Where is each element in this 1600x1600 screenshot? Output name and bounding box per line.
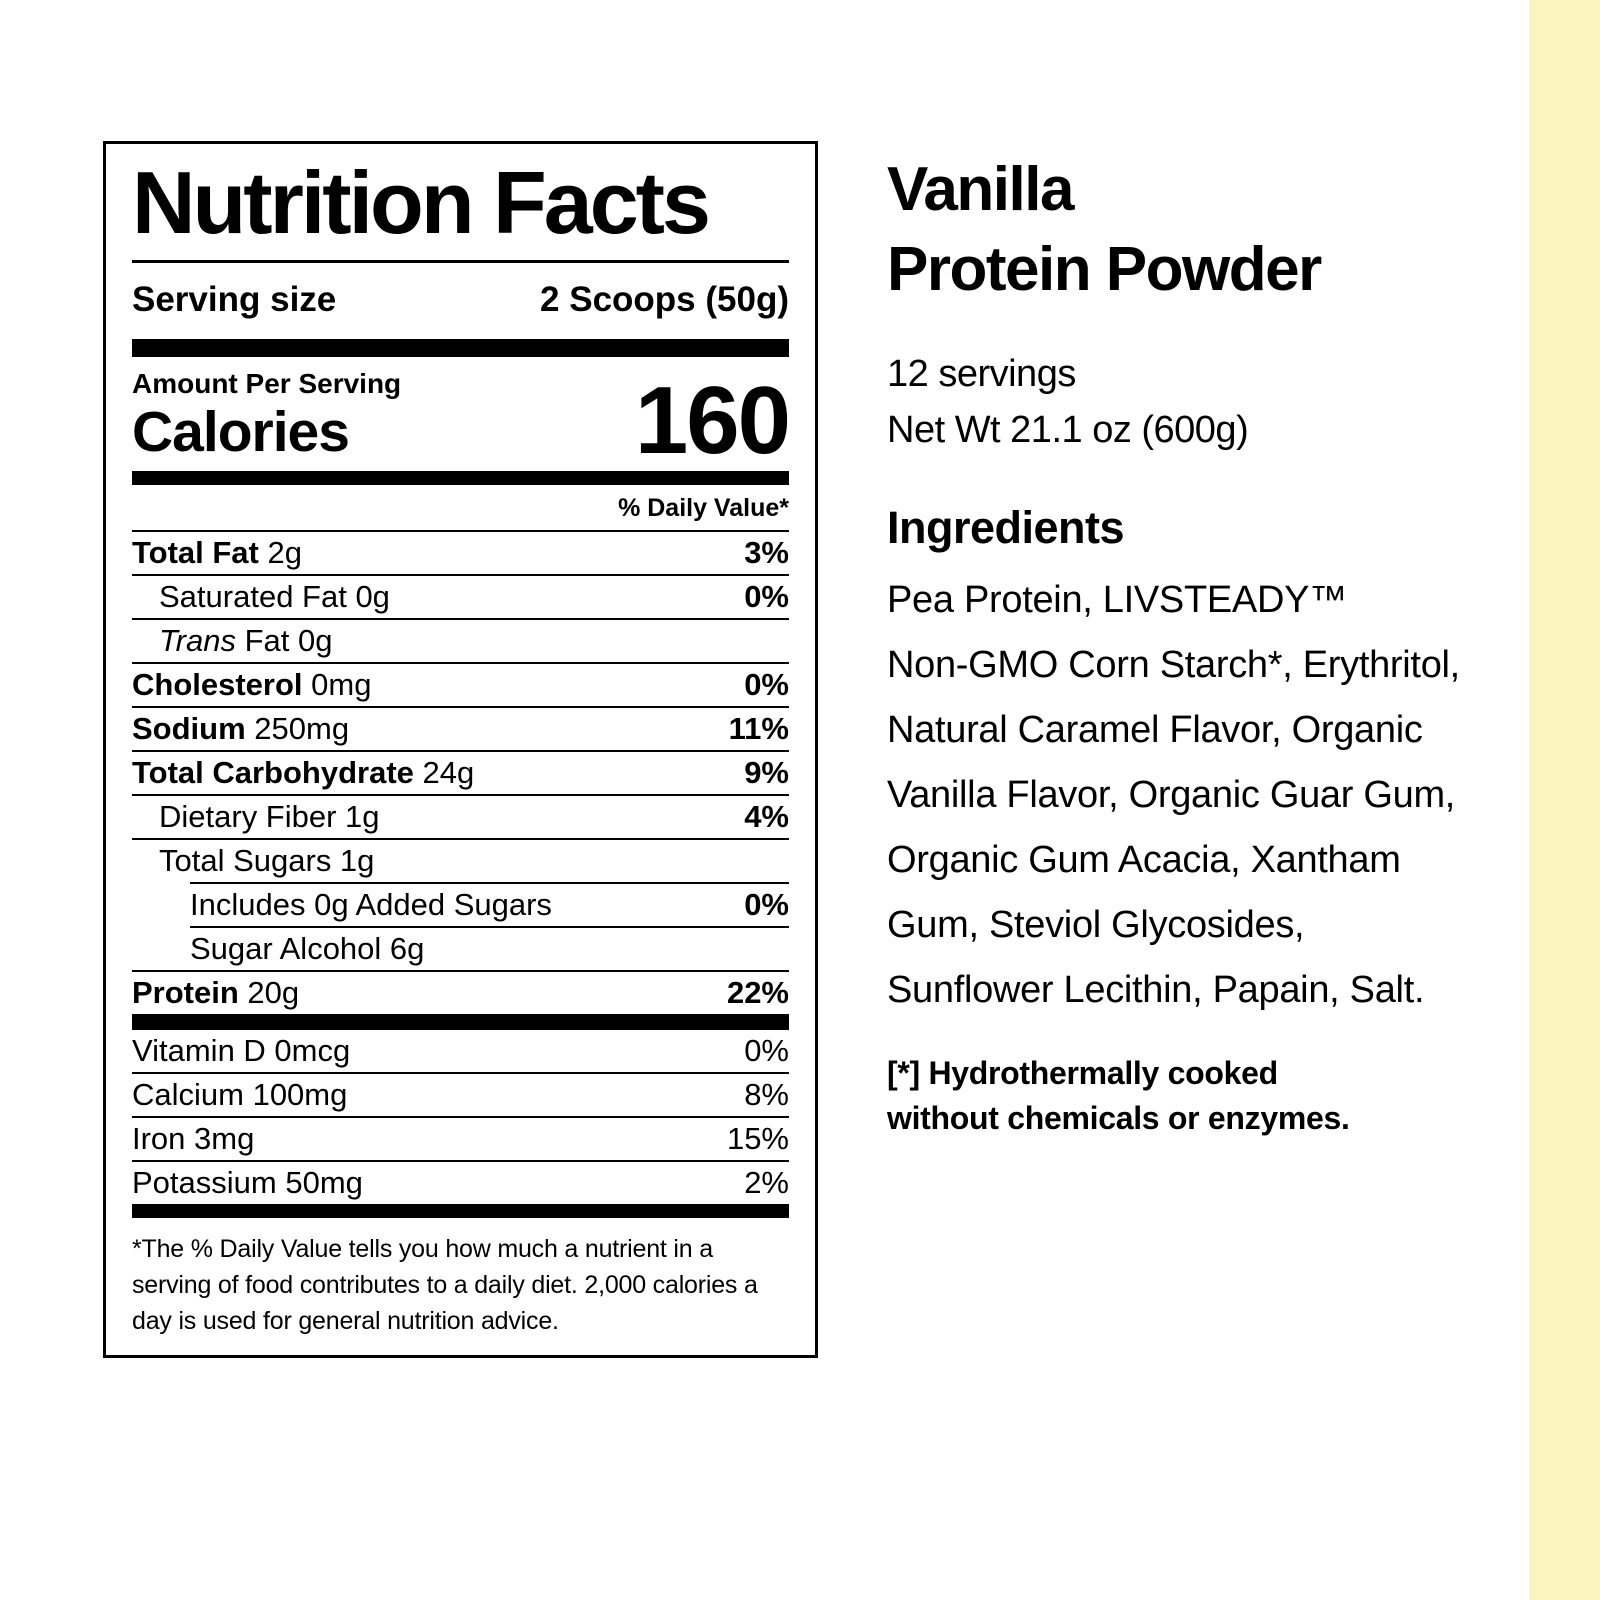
- medium-bar-bottom: [132, 1204, 789, 1218]
- accent-stripe: [1529, 0, 1600, 1600]
- product-title: Vanilla Protein Powder: [887, 150, 1532, 310]
- nutrition-row: Total Carbohydrate 24g 9%: [132, 750, 789, 794]
- title-rule: [132, 260, 789, 263]
- ingredient-line: Natural Caramel Flavor, Organic: [887, 709, 1423, 751]
- ingredient-line: Non-GMO Corn Starch*, Erythritol,: [887, 644, 1460, 686]
- serving-size-label: Serving size: [132, 280, 337, 319]
- nutrition-row: Includes 0g Added Sugars 0%: [190, 882, 789, 926]
- ingredient-line: Sunflower Lecithin, Papain, Salt.: [887, 969, 1425, 1011]
- product-meta: 12 servings Net Wt 21.1 oz (600g): [887, 346, 1532, 458]
- row-name: Protein 20g: [132, 975, 300, 1010]
- product-title-line1: Vanilla: [887, 155, 1074, 224]
- row-name: Iron 3mg: [132, 1121, 255, 1156]
- calories-value: 160: [634, 367, 791, 474]
- calories-section: Amount Per Serving Calories 160: [132, 357, 791, 474]
- nutrition-row: Protein 20g 22%: [132, 970, 789, 1014]
- row-name: Dietary Fiber 1g: [159, 799, 380, 834]
- row-name: Total Fat 2g: [132, 535, 302, 570]
- nutrition-row: Iron 3mg 15%: [132, 1116, 789, 1160]
- row-percent: 15%: [726, 1121, 789, 1156]
- row-percent: 3%: [744, 535, 789, 570]
- row-percent: 22%: [726, 975, 789, 1010]
- nutrition-row: Trans Fat 0g: [132, 618, 789, 662]
- row-name: Cholesterol 0mg: [132, 667, 372, 702]
- row-percent: 9%: [744, 755, 789, 790]
- nutrition-row: Saturated Fat 0g 0%: [132, 574, 789, 618]
- row-name: Sugar Alcohol 6g: [190, 931, 425, 966]
- ingredient-line: Pea Protein, LIVSTEADY™: [887, 579, 1347, 621]
- row-name: Calcium 100mg: [132, 1077, 348, 1112]
- product-footnote-line2: without chemicals or enzymes.: [887, 1100, 1350, 1136]
- calories-left: Amount Per Serving Calories: [132, 367, 401, 463]
- daily-value-footnote: *The % Daily Value tells you how much a …: [132, 1235, 758, 1335]
- row-name: Total Sugars 1g: [159, 843, 375, 878]
- ingredients-heading: Ingredients: [887, 502, 1125, 553]
- ingredient-line: Vanilla Flavor, Organic Guar Gum,: [887, 774, 1456, 816]
- row-name: Vitamin D 0mcg: [132, 1033, 351, 1068]
- nutrition-row: Calcium 100mg 8%: [132, 1072, 789, 1116]
- net-weight: Net Wt 21.1 oz (600g): [887, 409, 1249, 451]
- row-percent: 2%: [744, 1165, 789, 1200]
- ingredients-list: Pea Protein, LIVSTEADY™ Non-GMO Corn Star…: [887, 568, 1532, 1023]
- nutrition-row: Total Fat 2g 3%: [132, 530, 789, 574]
- product-title-line2: Protein Powder: [887, 235, 1322, 304]
- nutrition-row: Dietary Fiber 1g 4%: [132, 794, 789, 838]
- nutrition-facts-panel: Nutrition Facts Serving size 2 Scoops (5…: [103, 141, 818, 1358]
- thick-bar-protein: [132, 1014, 789, 1030]
- row-name: Sodium 250mg: [132, 711, 350, 746]
- row-percent: 0%: [744, 667, 789, 702]
- nutrition-row: Sodium 250mg 11%: [132, 706, 789, 750]
- serving-size-row: Serving size 2 Scoops (50g): [132, 263, 789, 339]
- row-name: Saturated Fat 0g: [159, 579, 390, 614]
- row-percent: 4%: [744, 799, 789, 834]
- row-name: Total Carbohydrate 24g: [132, 755, 475, 790]
- row-name: Trans Fat 0g: [159, 623, 333, 658]
- product-footnote-line1: [*] Hydrothermally cooked: [887, 1055, 1278, 1091]
- main-rows: Total Fat 2g 3% Saturated Fat 0g 0% Trans Fa…: [132, 530, 789, 1014]
- nutrition-facts-title: Nutrition Facts: [132, 153, 711, 252]
- nutrition-row: Potassium 50mg 2%: [132, 1160, 789, 1204]
- daily-value-header: % Daily Value*: [618, 494, 789, 522]
- nutrition-row: Cholesterol 0mg 0%: [132, 662, 789, 706]
- row-percent: 8%: [744, 1077, 789, 1112]
- row-percent: 0%: [744, 887, 789, 922]
- nutrition-row: Total Sugars 1g: [132, 838, 789, 882]
- row-percent: 0%: [744, 1033, 789, 1068]
- calories-label: Calories: [132, 400, 350, 464]
- nutrition-row: Sugar Alcohol 6g: [190, 926, 789, 970]
- row-name: Potassium 50mg: [132, 1165, 363, 1200]
- product-panel: Vanilla Protein Powder 12 servings Net W…: [887, 150, 1532, 1141]
- row-name: Includes 0g Added Sugars: [190, 887, 552, 922]
- amount-per-serving-label: Amount Per Serving: [132, 368, 402, 399]
- row-percent: 11%: [728, 711, 789, 746]
- ingredient-line: Organic Gum Acacia, Xantham: [887, 839, 1401, 881]
- servings-count: 12 servings: [887, 353, 1076, 395]
- serving-size-value: 2 Scoops (50g): [540, 280, 789, 319]
- product-footnote: [*] Hydrothermally cooked without chemic…: [887, 1051, 1532, 1141]
- vitamin-rows: Vitamin D 0mcg 0% Calcium 100mg 8% Iron 3mg 1…: [132, 1030, 789, 1204]
- thick-bar-top: [132, 339, 789, 357]
- medium-bar-calories: [132, 471, 789, 485]
- nutrition-row: Vitamin D 0mcg 0%: [132, 1030, 789, 1072]
- row-percent: 0%: [744, 579, 789, 614]
- ingredient-line: Gum, Steviol Glycosides,: [887, 904, 1305, 946]
